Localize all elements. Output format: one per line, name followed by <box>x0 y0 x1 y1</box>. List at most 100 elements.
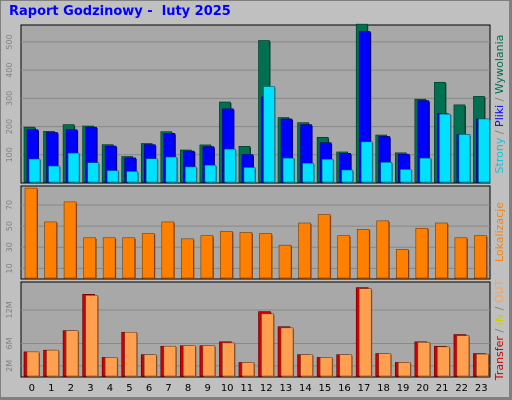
x-tick-label: 0 <box>29 383 35 394</box>
bar-out-16 <box>339 354 352 377</box>
x-tick-label: 14 <box>299 383 312 394</box>
y-tick-label: 70 <box>5 200 14 210</box>
bar-lokalizacje-16 <box>337 235 350 279</box>
bar-out-7 <box>163 345 177 377</box>
bar-strony-5 <box>126 171 139 183</box>
bar-strony-14 <box>302 162 314 183</box>
x-tick-label: 13 <box>279 383 292 394</box>
bar-out-22 <box>456 335 470 377</box>
bar-out-19 <box>397 362 411 377</box>
bar-strony-6 <box>145 158 158 183</box>
x-tick-label: 5 <box>126 383 132 394</box>
bar-out-2 <box>65 330 79 377</box>
bar-out-3 <box>85 295 98 377</box>
bar-out-18 <box>378 353 392 377</box>
bar-lokalizacje-5 <box>122 237 136 279</box>
bar-out-17 <box>358 288 372 377</box>
bar-lokalizacje-7 <box>161 221 175 279</box>
bar-strony-12 <box>263 86 275 183</box>
bar-strony-16 <box>341 169 353 183</box>
bar-out-12 <box>261 313 274 377</box>
bar-out-5 <box>124 331 138 377</box>
y-tick-label: 50 <box>5 221 14 231</box>
bar-strony-8 <box>185 166 197 183</box>
bar-lokalizacje-18 <box>376 220 390 279</box>
y-tick-label: 12M <box>5 301 14 318</box>
bar-strony-18 <box>380 162 393 183</box>
bar-lokalizacje-11 <box>239 232 253 279</box>
y-tick-label: 10 <box>5 263 14 273</box>
bar-strony-20 <box>419 157 432 183</box>
bar-strony-17 <box>360 141 373 183</box>
bar-lokalizacje-6 <box>141 233 155 279</box>
bar-strony-2 <box>67 152 80 183</box>
y-tick-label: 500 <box>5 34 14 49</box>
bar-lokalizacje-13 <box>278 244 292 279</box>
bar-strony-9 <box>204 164 217 183</box>
bar-out-11 <box>241 362 255 377</box>
x-tick-label: 19 <box>397 383 410 394</box>
x-tick-label: 15 <box>319 383 332 394</box>
y-tick-label: 200 <box>5 119 14 134</box>
plot-area-2 <box>20 185 491 280</box>
bar-strony-3 <box>87 162 99 183</box>
bar-strony-22 <box>458 134 471 183</box>
bar-strony-23 <box>478 118 490 183</box>
bar-lokalizacje-17 <box>356 229 370 279</box>
bar-strony-7 <box>165 156 178 183</box>
x-tick-label: 18 <box>377 383 390 394</box>
bar-lokalizacje-3 <box>83 237 96 279</box>
bar-strony-1 <box>48 165 60 183</box>
x-tick-label: 1 <box>48 383 54 394</box>
bar-out-4 <box>104 357 118 377</box>
chart-title: Raport Godzinowy - luty 2025 <box>9 4 231 19</box>
bar-strony-10 <box>224 148 236 183</box>
bar-lokalizacje-12 <box>259 233 272 279</box>
x-tick-label: 3 <box>87 383 93 394</box>
x-tick-label: 4 <box>107 383 113 394</box>
bar-strony-0 <box>28 158 41 183</box>
x-tick-label: 11 <box>240 383 253 394</box>
bar-out-10 <box>222 342 235 377</box>
bar-lokalizacje-20 <box>415 227 429 279</box>
bar-lokalizacje-22 <box>454 237 468 279</box>
bar-lokalizacje-4 <box>102 237 116 279</box>
bar-strony-21 <box>439 113 451 183</box>
bar-out-23 <box>476 353 489 377</box>
x-tick-label: 12 <box>260 383 273 394</box>
bar-lokalizacje-14 <box>298 222 311 279</box>
bar-out-14 <box>300 354 313 377</box>
bar-out-0 <box>26 351 40 377</box>
y-tick-label: 30 <box>5 242 14 252</box>
x-tick-label: 16 <box>338 383 351 394</box>
bar-lokalizacje-19 <box>395 249 409 279</box>
x-tick-label: 6 <box>146 383 152 394</box>
bar-out-13 <box>280 327 294 377</box>
bar-lokalizacje-1 <box>44 221 57 279</box>
x-tick-label: 20 <box>416 383 429 394</box>
x-tick-label: 21 <box>436 383 449 394</box>
side-label-visits: Lokalizacje <box>493 202 506 262</box>
bar-strony-13 <box>282 157 295 183</box>
bar-out-1 <box>46 349 59 377</box>
bar-out-8 <box>183 345 196 377</box>
x-tick-label: 2 <box>68 383 74 394</box>
bar-strony-19 <box>399 169 412 183</box>
x-tick-label: 7 <box>165 383 171 394</box>
x-tick-label: 10 <box>221 383 234 394</box>
y-tick-label: 6M <box>5 337 14 349</box>
y-tick-label: 300 <box>5 91 14 106</box>
bar-lokalizacje-8 <box>181 238 194 279</box>
bar-lokalizacje-2 <box>63 201 77 279</box>
y-tick-label: 100 <box>5 147 14 162</box>
x-tick-label: 23 <box>475 383 488 394</box>
bar-strony-11 <box>243 167 256 183</box>
y-tick-label: 2M <box>5 360 14 372</box>
side-label-transfer-in-out: Transfer / IN / OUT <box>493 279 506 381</box>
bar-lokalizacje-23 <box>474 235 487 279</box>
bar-lokalizacje-0 <box>24 187 38 279</box>
bar-strony-4 <box>106 170 119 183</box>
bar-out-9 <box>202 345 216 377</box>
side-label-pages-files-hits: Strony / Pliki / Wywolania <box>493 35 506 174</box>
